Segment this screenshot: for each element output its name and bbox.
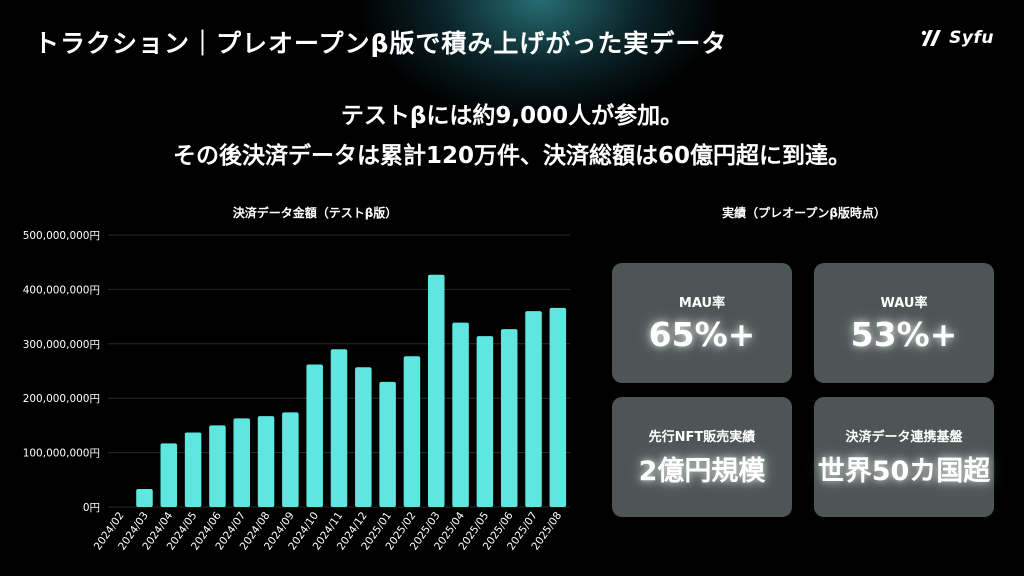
- bar-2025-07: [525, 311, 542, 507]
- payment-amount-bar-chart: 0円 100,000,000円 200,000,000円 300,000,000円 40…: [23, 230, 570, 552]
- bar-2024-06: [209, 425, 226, 507]
- y-tick-label: 300,000,000円: [23, 339, 100, 351]
- bar-2024-04: [160, 443, 178, 507]
- stat-card-wau: WAU率 53%+: [814, 263, 994, 383]
- chart-title: 決済データ金額（テストβ版）: [232, 206, 398, 220]
- bar-2024-05: [184, 432, 202, 507]
- stat-card-label: 先行NFT販売実績: [648, 430, 756, 445]
- bar-2024-10: [306, 364, 323, 507]
- bar-2025-04: [452, 322, 469, 507]
- stat-card-nft-sales: 先行NFT販売実績 2億円規模: [612, 397, 792, 517]
- headline: テストβには約9,000人が参加。 その後決済データは累計120万件、決済総額は…: [0, 96, 1024, 176]
- bar-2025-05: [476, 336, 494, 507]
- stat-card-label: 決済データ連携基盤: [845, 430, 963, 445]
- stat-card-mau: MAU率 65%+: [612, 263, 792, 383]
- bar-2025-06: [500, 329, 518, 507]
- bar-2025-08: [549, 307, 567, 507]
- bar-2024-08: [257, 416, 275, 507]
- bar-2024-12: [355, 367, 372, 507]
- stats-title: 実績（プレオープンβ版時点）: [722, 206, 886, 220]
- y-tick-label: 500,000,000円: [23, 230, 100, 242]
- syfu-logo-icon: [921, 30, 942, 46]
- bar-2024-09: [282, 412, 299, 507]
- stat-card-label: MAU率: [678, 296, 726, 311]
- y-tick-label: 100,000,000円: [23, 448, 100, 460]
- brand-logo: Syfu: [919, 28, 994, 48]
- stat-card-label: WAU率: [880, 296, 928, 311]
- logo-text: Syfu: [949, 28, 994, 48]
- bar-2025-03: [427, 274, 445, 507]
- headline-line-2: その後決済データは累計120万件、決済総額は60億円超に到達。: [172, 143, 852, 169]
- bar-2024-03: [136, 489, 153, 507]
- bar-2025-02: [403, 356, 421, 507]
- page-title: トラクション｜プレオープンβ版で積み上げがった実データ: [34, 29, 728, 58]
- stat-card-value: 53%+: [850, 315, 958, 354]
- stat-card-value: 2億円規模: [638, 456, 766, 487]
- y-tick-label: 0円: [83, 502, 100, 514]
- y-tick-label: 200,000,000円: [23, 393, 100, 405]
- bar-2024-07: [233, 418, 251, 507]
- bar-2025-01: [379, 381, 396, 507]
- bar-2024-11: [330, 349, 348, 507]
- stat-card-data-platform: 決済データ連携基盤 世界50カ国超: [814, 397, 994, 517]
- headline-line-1: テストβには約9,000人が参加。: [340, 103, 684, 129]
- y-tick-label: 400,000,000円: [23, 284, 100, 296]
- stat-card-value: 65%+: [648, 315, 756, 354]
- stat-card-value: 世界50カ国超: [817, 456, 991, 487]
